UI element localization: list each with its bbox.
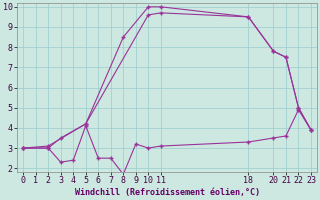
X-axis label: Windchill (Refroidissement éolien,°C): Windchill (Refroidissement éolien,°C) (75, 188, 260, 197)
